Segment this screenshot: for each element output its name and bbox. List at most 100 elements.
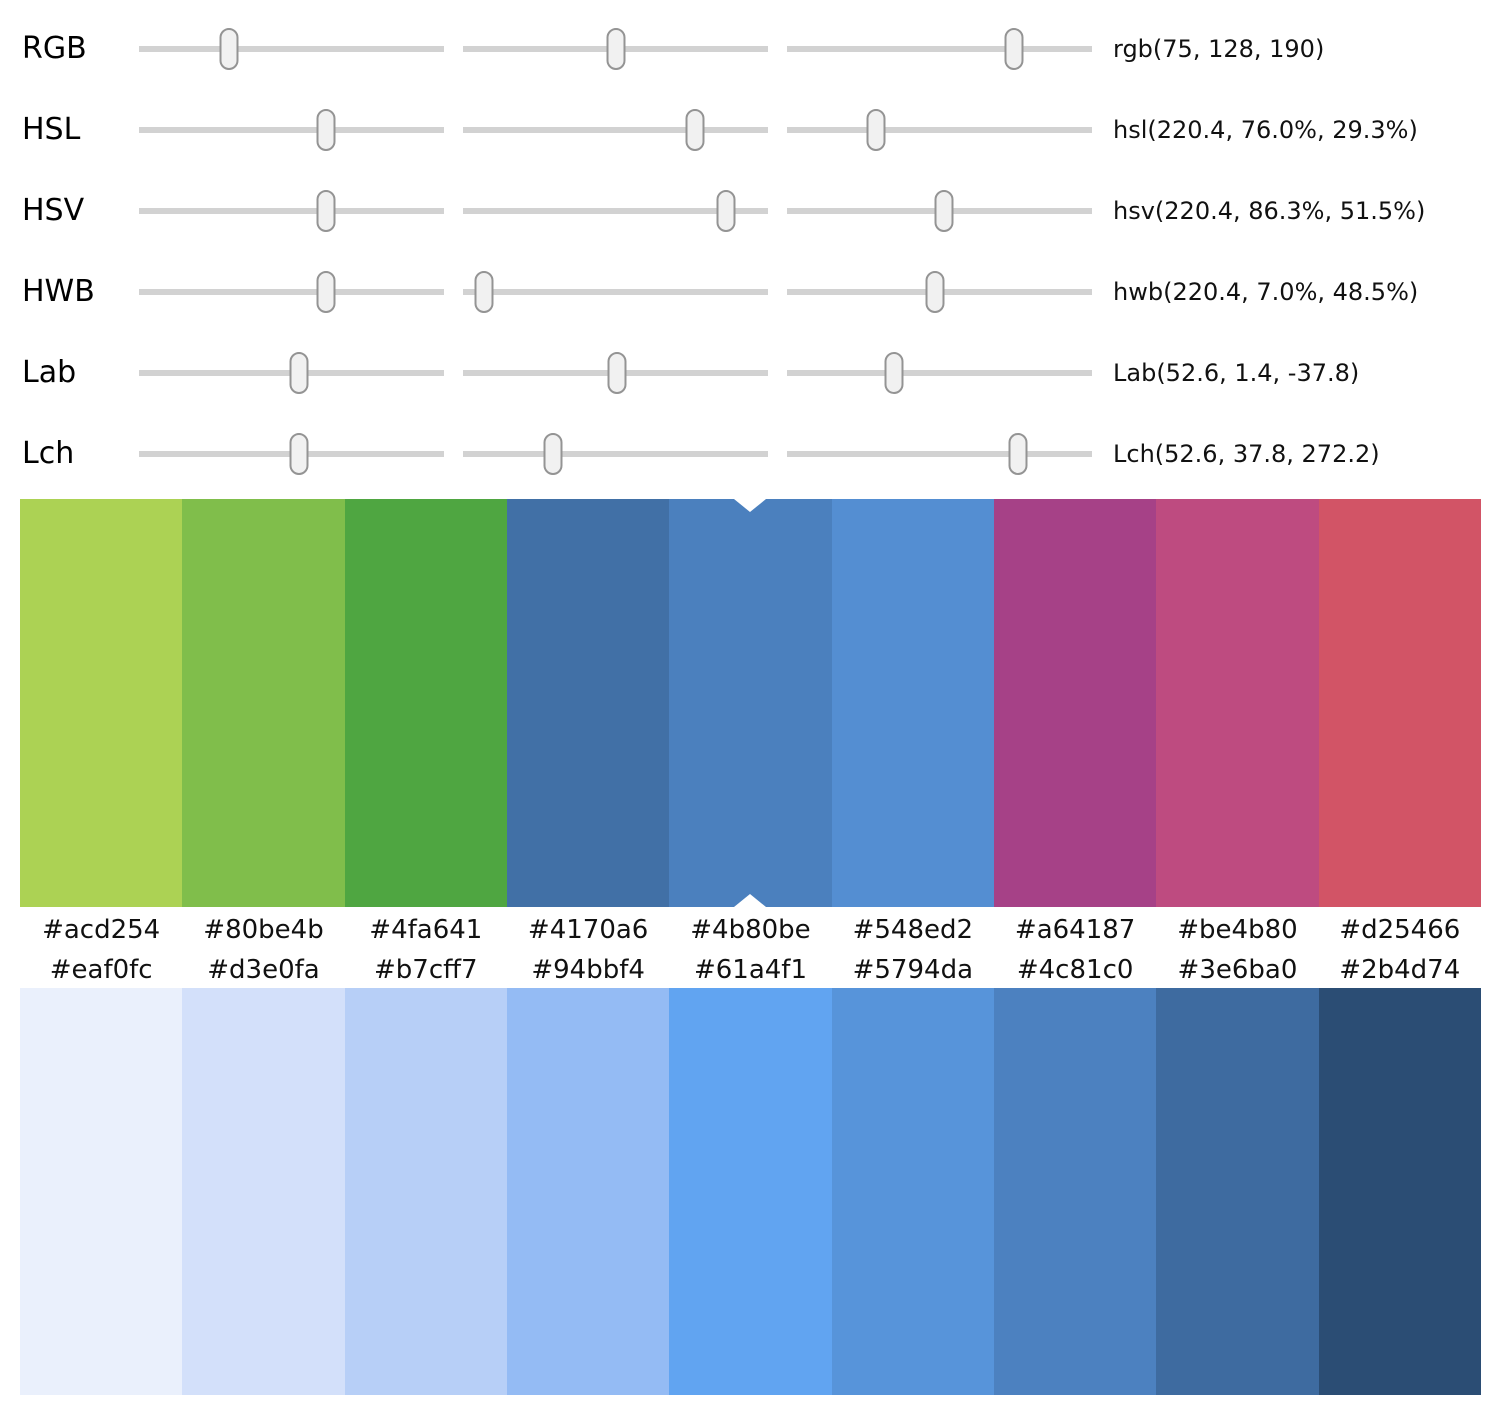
slider-thumb[interactable] — [289, 351, 309, 394]
hex-code-label: #be4b80 — [1177, 914, 1298, 945]
slider-thumb[interactable] — [925, 270, 945, 313]
lch-L-slider[interactable] — [139, 430, 444, 478]
hwb-whiteness-slider[interactable] — [463, 268, 768, 316]
hwb-hue-slider[interactable] — [139, 268, 444, 316]
colorspace-label: HWB — [22, 274, 95, 309]
hwb-blackness-slider[interactable] — [787, 268, 1092, 316]
colorspace-label: HSV — [22, 193, 85, 228]
hsv-hue-slider[interactable] — [139, 187, 444, 235]
palette-swatch[interactable] — [506, 988, 670, 1395]
slider-thumb[interactable] — [474, 270, 494, 313]
hex-code-label: #4c81c0 — [1016, 955, 1134, 985]
hex-code-label: #548ed2 — [852, 914, 974, 945]
slider-track — [463, 126, 768, 133]
slider-track — [787, 45, 1092, 52]
color-sliders-panel: RGB rgb(75, 128, 190) HSL hsl(220.4, 76.0%,… — [0, 0, 1501, 494]
slider-thumb[interactable] — [219, 27, 239, 70]
hex-code-label: #acd254 — [42, 914, 161, 945]
palette-swatch[interactable] — [1156, 988, 1319, 1395]
slider-track — [787, 126, 1092, 133]
slider-thumb[interactable] — [316, 189, 336, 232]
slider-track — [463, 207, 768, 214]
hex-code-label: #61a4f1 — [693, 955, 807, 985]
slider-row-lch: Lch Lch(52.6, 37.8, 272.2) — [22, 413, 1501, 494]
slider-thumb[interactable] — [716, 189, 736, 232]
slider-row-rgb: RGB rgb(75, 128, 190) — [22, 8, 1501, 89]
lab-a-slider[interactable] — [463, 349, 768, 397]
tint-shade-hex-labels: #eaf0fc #d3e0fa #b7cff7 #94bbf4 #61a4f1 #5794… — [20, 952, 1481, 988]
hex-code-label: #5794da — [852, 955, 973, 985]
lab-b-slider[interactable] — [787, 349, 1092, 397]
hex-code-label: #d3e0fa — [207, 955, 320, 985]
slider-thumb[interactable] — [316, 108, 336, 151]
slider-row-hsv: HSV hsv(220.4, 86.3%, 51.5%) — [22, 170, 1501, 251]
palette-swatch[interactable] — [1156, 499, 1319, 907]
color-value-text: rgb(75, 128, 190) — [1113, 34, 1325, 63]
slider-track — [463, 450, 768, 457]
hex-code-label: #4fa641 — [369, 914, 483, 945]
hsl-lightness-slider[interactable] — [787, 106, 1092, 154]
palette-swatch[interactable] — [182, 499, 345, 907]
hsv-value-slider[interactable] — [787, 187, 1092, 235]
color-value-text: hsl(220.4, 76.0%, 29.3%) — [1113, 115, 1418, 144]
hex-code-label: #b7cff7 — [374, 955, 478, 985]
hex-code-label: #4b80be — [690, 914, 811, 945]
tint-shade-palette — [20, 988, 1481, 1395]
colorspace-label: HSL — [22, 112, 81, 147]
selected-swatch-notch-top-icon — [734, 499, 767, 512]
slider-thumb[interactable] — [607, 351, 627, 394]
slider-row-hsl: HSL hsl(220.4, 76.0%, 29.3%) — [22, 89, 1501, 170]
lch-H-slider[interactable] — [787, 430, 1092, 478]
palette-swatch[interactable] — [344, 988, 507, 1395]
hue-palette — [20, 499, 1481, 907]
slider-thumb[interactable] — [543, 432, 563, 475]
rgb-red-slider[interactable] — [139, 25, 444, 73]
slider-thumb[interactable] — [289, 432, 309, 475]
slider-thumb[interactable] — [934, 189, 954, 232]
colorspace-label: Lch — [22, 436, 75, 471]
slider-track — [787, 450, 1092, 457]
slider-row-hwb: HWB hwb(220.4, 7.0%, 48.5%) — [22, 251, 1501, 332]
hex-code-label: #3e6ba0 — [1177, 955, 1298, 985]
slider-track — [139, 126, 444, 133]
slider-thumb[interactable] — [316, 270, 336, 313]
hsl-saturation-slider[interactable] — [463, 106, 768, 154]
slider-track — [139, 45, 444, 52]
palette-swatch[interactable] — [669, 499, 832, 907]
slider-thumb[interactable] — [884, 351, 904, 394]
rgb-blue-slider[interactable] — [787, 25, 1092, 73]
hex-code-label: #94bbf4 — [531, 955, 645, 985]
hex-code-label: #80be4b — [203, 914, 324, 945]
color-value-text: Lab(52.6, 1.4, -37.8) — [1113, 358, 1360, 387]
hex-code-label: #eaf0fc — [49, 955, 153, 985]
slider-track — [139, 207, 444, 214]
palette-swatch[interactable] — [344, 499, 507, 907]
slider-track — [139, 288, 444, 295]
slider-thumb[interactable] — [866, 108, 886, 151]
palette-swatch[interactable] — [831, 988, 994, 1395]
color-value-text: Lch(52.6, 37.8, 272.2) — [1113, 439, 1380, 468]
slider-row-lab: Lab Lab(52.6, 1.4, -37.8) — [22, 332, 1501, 413]
hue-palette-hex-labels: #acd254 #80be4b #4fa641 #4170a6 #4b80be #548e… — [20, 907, 1481, 952]
palette-swatch[interactable] — [182, 988, 345, 1395]
palette-swatch[interactable] — [1318, 499, 1481, 907]
palette-swatch[interactable] — [506, 499, 670, 907]
palette-swatch[interactable] — [1318, 988, 1481, 1395]
lab-L-slider[interactable] — [139, 349, 444, 397]
slider-thumb[interactable] — [1008, 432, 1028, 475]
slider-track — [463, 288, 768, 295]
hsv-saturation-slider[interactable] — [463, 187, 768, 235]
slider-thumb[interactable] — [1004, 27, 1024, 70]
palette-swatch[interactable] — [993, 988, 1157, 1395]
rgb-green-slider[interactable] — [463, 25, 768, 73]
palette-swatch[interactable] — [831, 499, 994, 907]
slider-thumb[interactable] — [685, 108, 705, 151]
slider-thumb[interactable] — [606, 27, 626, 70]
hsl-hue-slider[interactable] — [139, 106, 444, 154]
palette-swatch[interactable] — [20, 499, 183, 907]
colorspace-label: RGB — [22, 31, 87, 66]
palette-swatch[interactable] — [993, 499, 1157, 907]
palette-swatch[interactable] — [20, 988, 183, 1395]
lch-C-slider[interactable] — [463, 430, 768, 478]
palette-swatch[interactable] — [669, 988, 832, 1395]
